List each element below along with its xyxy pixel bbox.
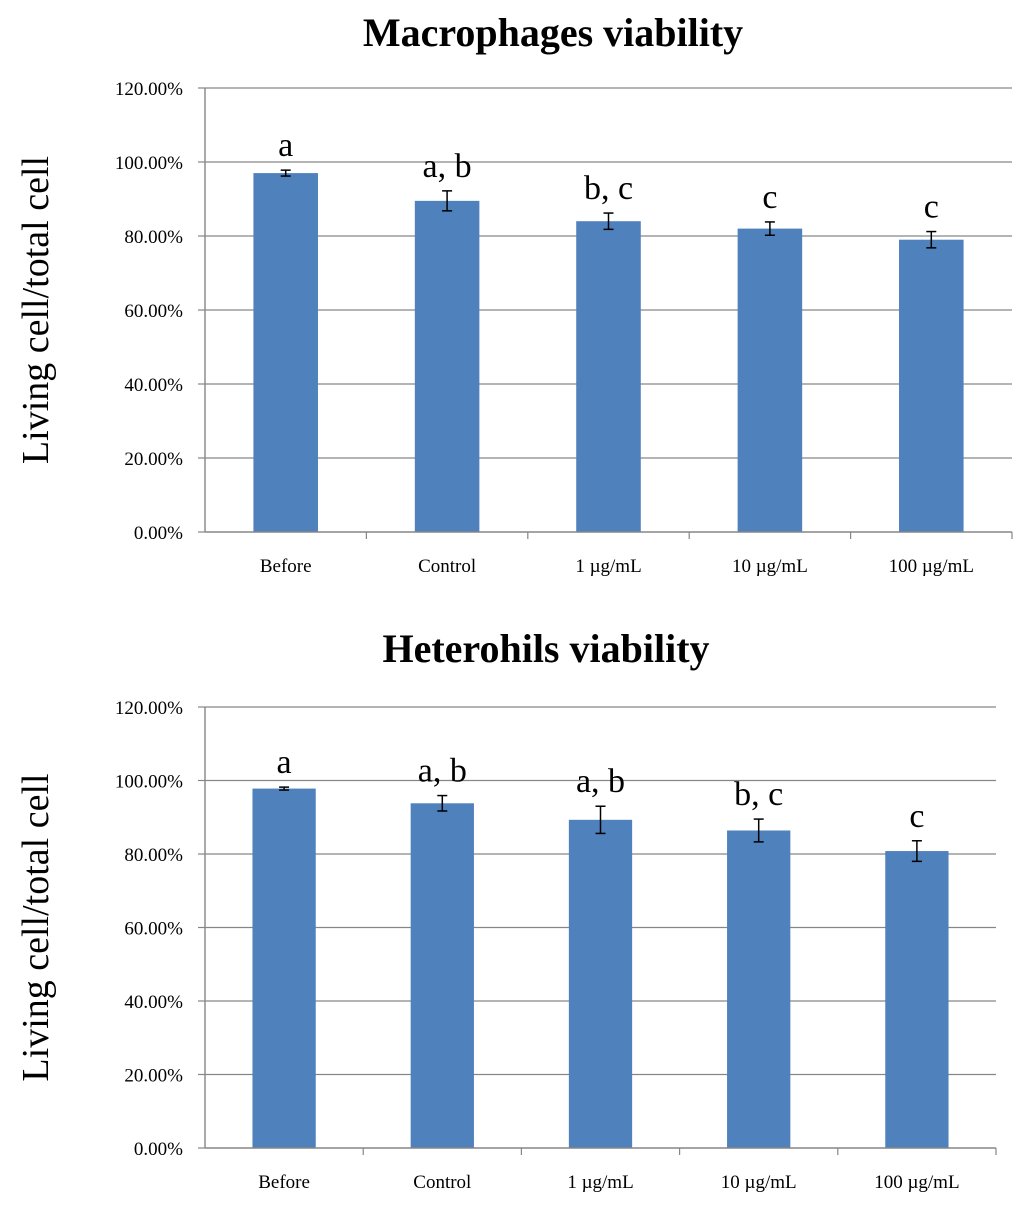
significance-label: a (278, 127, 293, 164)
category-label: Before (258, 1172, 310, 1193)
y-tick-label: 120.00% (115, 698, 183, 719)
y-tick-label: 60.00% (124, 301, 183, 322)
bar (410, 803, 474, 1148)
category-label: 100 µg/mL (889, 556, 974, 577)
bar (252, 788, 316, 1148)
category-label: 10 µg/mL (721, 1172, 797, 1193)
category-label: 100 µg/mL (874, 1172, 959, 1193)
category-label: Control (413, 1172, 471, 1193)
significance-label: b, c (734, 776, 783, 813)
significance-label: a, b (576, 763, 625, 800)
macrophages-chart: Macrophages viability Living cell/total c… (15, 10, 1013, 577)
bar (414, 200, 480, 532)
y-tick-label: 0.00% (134, 523, 183, 544)
bar (727, 830, 791, 1148)
y-tick-label: 100.00% (115, 153, 183, 174)
bar (568, 819, 633, 1148)
y-tick-label: 60.00% (124, 919, 183, 940)
y-tick-label: 20.00% (124, 1066, 183, 1087)
category-label: Before (260, 556, 312, 577)
bar (737, 228, 803, 532)
y-tick-label: 120.00% (115, 79, 183, 100)
significance-label: c (762, 179, 777, 216)
category-label: Control (418, 556, 476, 577)
y-tick-label: 20.00% (124, 449, 183, 470)
bar (885, 851, 949, 1148)
y-tick-label: 40.00% (124, 992, 183, 1013)
significance-label: a, b (423, 148, 472, 185)
significance-label: a (277, 744, 292, 781)
significance-label: c (909, 798, 924, 835)
y-tick-label: 40.00% (124, 375, 183, 396)
chart-title: Heterohils viability (382, 626, 709, 671)
y-tick-label: 80.00% (124, 845, 183, 866)
significance-label: a, b (418, 753, 467, 790)
bar (576, 221, 641, 532)
significance-label: c (924, 189, 939, 226)
category-label: 1 µg/mL (575, 556, 641, 577)
bar (253, 173, 318, 532)
y-tick-label: 80.00% (124, 227, 183, 248)
y-axis-label: Living cell/total cell (15, 773, 57, 1081)
bar (899, 239, 964, 532)
category-label: 10 µg/mL (732, 556, 808, 577)
heterophils-chart: Heterohils viability Living cell/total ce… (15, 626, 997, 1193)
y-axis-label: Living cell/total cell (15, 156, 57, 464)
category-label: 1 µg/mL (567, 1172, 633, 1193)
y-tick-label: 100.00% (115, 772, 183, 793)
significance-label: b, c (584, 170, 633, 207)
y-tick-label: 0.00% (134, 1139, 183, 1160)
chart-title: Macrophages viability (363, 10, 743, 55)
